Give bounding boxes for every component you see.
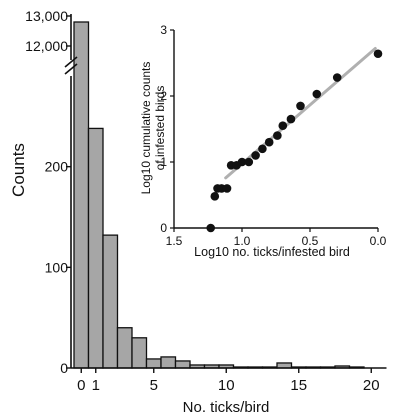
inset-y-ticks: 0 1 2 3 [160, 23, 174, 235]
histogram-x-tick-label: 1 [92, 377, 100, 394]
histogram-bars [73, 21, 365, 369]
histogram-bar [87, 127, 104, 369]
inset-y-label-line2: of infested birds [153, 86, 167, 171]
histogram-x-tick-label: 5 [150, 377, 158, 394]
histogram-y-tick-label: 13,000 [25, 8, 68, 24]
inset-x-tick-label: 1.5 [166, 234, 183, 248]
histogram-y-ticks: 0 100 200 12,000 13,000 [25, 8, 71, 376]
histogram-y-tick-label: 0 [60, 360, 68, 376]
inset-y-tick-label: 1 [160, 155, 167, 169]
axis-break-mark [64, 63, 78, 75]
inset-data-point [296, 101, 305, 111]
inset-data-point [210, 192, 220, 201]
inset-data-point [258, 144, 267, 154]
inset-x-label: Log10 no. ticks/infested bird [194, 245, 350, 259]
histogram-bar [116, 327, 133, 369]
histogram-y-label: Counts [9, 143, 28, 197]
inset-data-point [206, 223, 216, 233]
axis-break-mark [64, 56, 78, 68]
inset-x-tick-label: 1.0 [234, 234, 251, 248]
inset-fit-line-segment [224, 46, 377, 180]
histogram-y-tick-label: 200 [45, 159, 69, 175]
histogram-x-tick-label: 10 [218, 377, 235, 394]
inset-data-point [264, 137, 274, 147]
inset-data-point [278, 121, 288, 130]
histogram-y-tick-label: 12,000 [25, 38, 68, 54]
inset-y-label-line1: Log10 cumulative counts [139, 62, 153, 195]
inset-data-point [273, 131, 282, 140]
inset-y-tick-label: 3 [160, 23, 167, 37]
inset-scatter-chart: 0 1 2 3 1.5 1.0 0.5 0.0 Log10 cumulative count… [139, 23, 387, 259]
inset-data-point [251, 151, 260, 160]
inset-fit-line [224, 46, 377, 180]
inset-data-point [373, 49, 383, 59]
inset-y-tick-label: 0 [160, 221, 167, 235]
inset-data-point [332, 73, 342, 82]
inset-data-point [222, 184, 232, 193]
inset-data-points [206, 49, 383, 233]
axis-break-marks [64, 56, 78, 75]
inset-x-tick-label: 0.5 [302, 234, 319, 248]
inset-data-point [312, 89, 322, 99]
histogram-bar [73, 21, 90, 369]
inset-data-point [244, 157, 254, 167]
histogram-x-tick-label: 20 [363, 377, 380, 394]
histogram-bar [174, 360, 191, 369]
histogram-bar [145, 358, 162, 369]
inset-x-tick-label: 0.0 [370, 234, 387, 248]
histogram-x-ticks: 0 1 5 10 15 20 [77, 368, 380, 394]
histogram-x-label: No. ticks/bird [183, 399, 270, 416]
histogram-y-tick-label: 100 [45, 259, 69, 275]
inset-data-point [237, 157, 247, 167]
histogram-x-tick-label: 15 [290, 377, 307, 394]
inset-x-ticks: 1.5 1.0 0.5 0.0 [166, 228, 387, 248]
histogram-bar [160, 356, 177, 369]
histogram-bar [102, 234, 119, 369]
histogram-bar [131, 337, 148, 369]
inset-y-tick-label: 2 [160, 89, 167, 103]
inset-data-point [286, 114, 296, 124]
histogram-x-tick-label: 0 [77, 377, 85, 394]
